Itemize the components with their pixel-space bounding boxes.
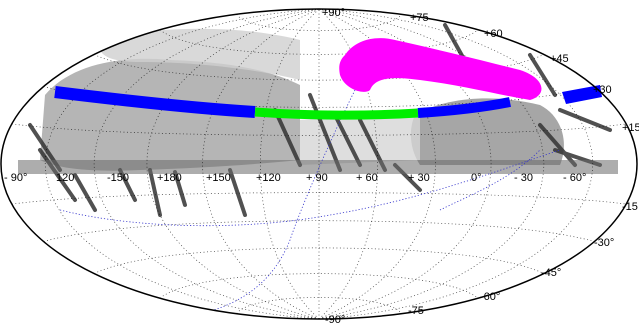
parallel-line (236, 14, 402, 31)
region-magenta (339, 38, 542, 100)
lat-label: -60° (480, 291, 500, 303)
stripe-green (254, 107, 419, 120)
survey-region-left (40, 58, 300, 171)
survey-region-center (300, 110, 420, 165)
survey-stripes (54, 85, 602, 120)
lat-label: +60 (484, 28, 503, 40)
lat-label: -90° (325, 314, 345, 326)
meridian-line (146, 9, 320, 319)
latitude-labels-bottom: -90° -75 (325, 305, 424, 326)
lat-label: -15 (622, 201, 638, 213)
galactic-plane-curves (59, 89, 561, 319)
lon-label: 0° (471, 172, 482, 184)
lon-label: + 60 (356, 172, 378, 184)
latitude-labels-right: +30 +15 -15 -30° -45° -60° (480, 84, 639, 303)
lat-label: +75 (410, 12, 429, 24)
lon-label: + 30 (408, 172, 430, 184)
meridian-line (318, 9, 594, 319)
meridian-line (93, 9, 320, 319)
stripe-blue-right (417, 97, 511, 118)
parallel-line (236, 297, 402, 314)
lat-label: -30° (594, 237, 614, 249)
lat-label: +90° (322, 7, 345, 19)
lon-label: +120 (256, 172, 281, 184)
parallel-line (93, 247, 545, 274)
equator-curve-b (59, 149, 561, 227)
parallel-line (159, 273, 479, 299)
survey-coverage (18, 23, 618, 217)
lon-label: -150 (107, 172, 129, 184)
lon-label: + 90 (306, 172, 328, 184)
lat-label: +45 (550, 53, 569, 65)
lon-label: - 30 (514, 172, 533, 184)
survey-region-upper (99, 28, 301, 80)
lat-label: -75 (408, 305, 424, 317)
lat-label: +30 (593, 84, 612, 96)
meridian-line (259, 9, 320, 319)
lon-label: +180 (157, 172, 182, 184)
lon-label: +150 (206, 172, 231, 184)
meridian-line (44, 9, 320, 319)
parallel-line (159, 29, 479, 55)
lon-label: 120 (56, 172, 74, 184)
meridian-line (318, 9, 545, 319)
stripe-blue-far-right (562, 85, 602, 104)
lon-label: - 60° (563, 172, 586, 184)
parallel-line (11, 192, 627, 205)
lat-label: +15 (622, 122, 639, 134)
latitude-labels-top: +90° +75 +60 +45 (322, 7, 569, 65)
lat-label: -45° (541, 267, 561, 279)
lon-label: - 90° (4, 172, 27, 184)
longitude-labels: - 90° 120 -150 +180 +150 +120 + 90 + 60 … (4, 172, 586, 184)
stripe-blue-left (54, 86, 256, 118)
map-boundary (0, 8, 638, 320)
equator-curve-a (179, 89, 356, 319)
